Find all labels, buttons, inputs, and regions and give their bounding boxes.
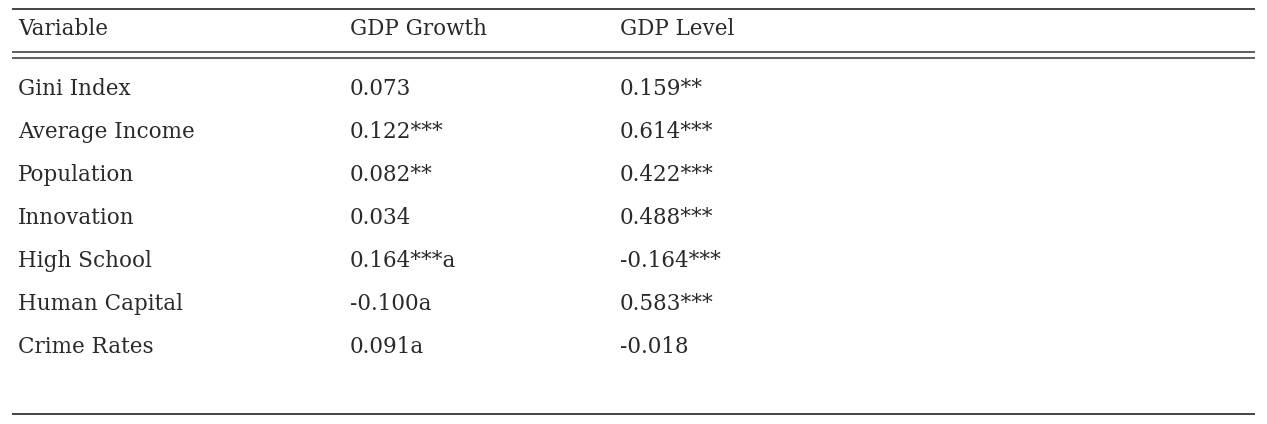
Text: Average Income: Average Income (18, 121, 195, 143)
Text: 0.422***: 0.422*** (620, 164, 713, 186)
Text: Innovation: Innovation (18, 207, 134, 229)
Text: -0.018: -0.018 (620, 336, 689, 358)
Text: 0.091a: 0.091a (350, 336, 424, 358)
Text: 0.164***a: 0.164***a (350, 250, 456, 272)
Text: High School: High School (18, 250, 152, 272)
Text: GDP Level: GDP Level (620, 18, 735, 40)
Text: 0.488***: 0.488*** (620, 207, 713, 229)
Text: Crime Rates: Crime Rates (18, 336, 153, 358)
Text: -0.100a: -0.100a (350, 293, 432, 315)
Text: 0.034: 0.034 (350, 207, 412, 229)
Text: 0.159**: 0.159** (620, 78, 703, 100)
Text: 0.583***: 0.583*** (620, 293, 713, 315)
Text: Gini Index: Gini Index (18, 78, 131, 100)
Text: Human Capital: Human Capital (18, 293, 182, 315)
Text: Population: Population (18, 164, 134, 186)
Text: Variable: Variable (18, 18, 108, 40)
Text: GDP Growth: GDP Growth (350, 18, 487, 40)
Text: 0.122***: 0.122*** (350, 121, 443, 143)
Text: 0.073: 0.073 (350, 78, 412, 100)
Text: 0.082**: 0.082** (350, 164, 433, 186)
Text: 0.614***: 0.614*** (620, 121, 713, 143)
Text: -0.164***: -0.164*** (620, 250, 721, 272)
